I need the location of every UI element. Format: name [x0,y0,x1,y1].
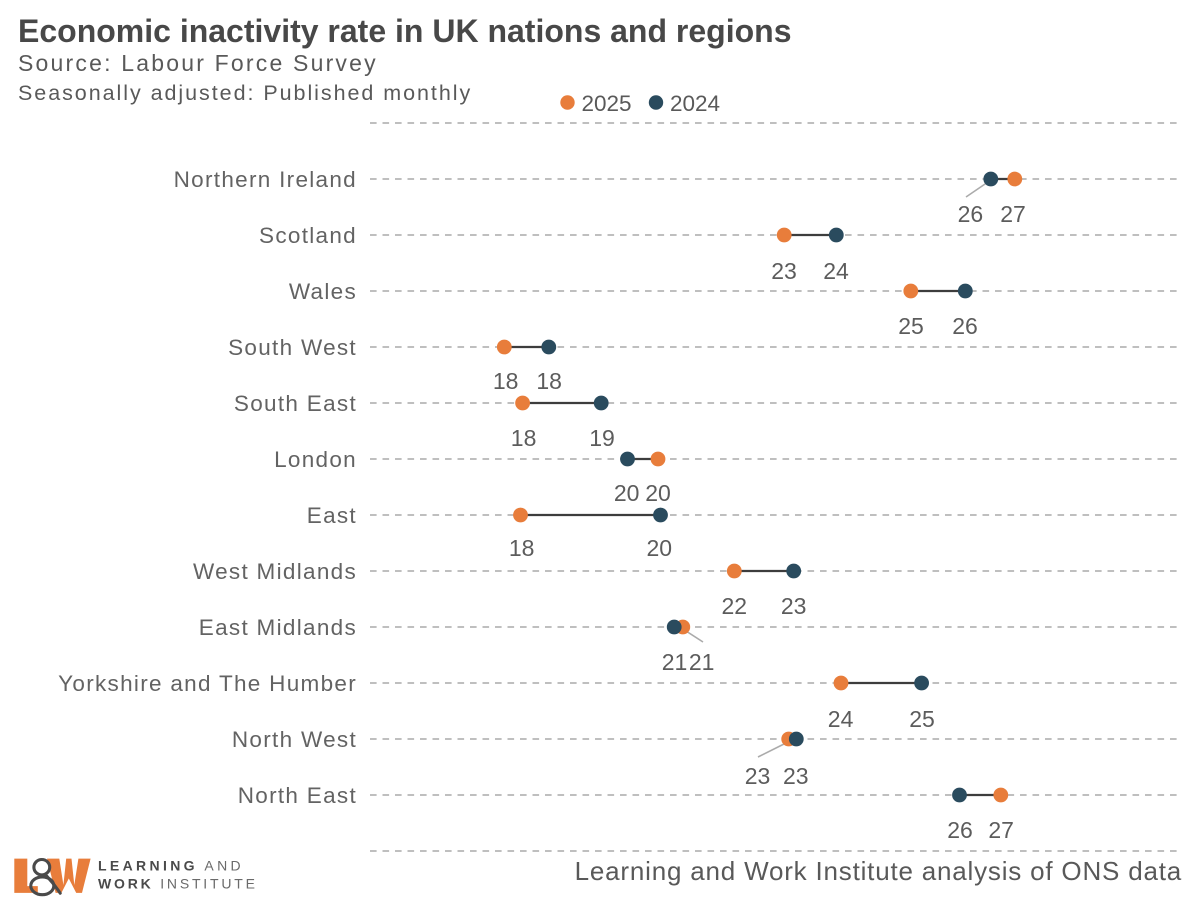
svg-text:23: 23 [781,593,807,619]
svg-text:18: 18 [493,368,519,394]
svg-text:20: 20 [645,480,671,506]
svg-text:26: 26 [958,201,984,227]
svg-text:19: 19 [589,425,615,451]
svg-text:20: 20 [647,535,673,561]
svg-text:Economic inactivity rate in UK: Economic inactivity rate in UK nations a… [18,13,791,49]
svg-text:Wales: Wales [289,279,357,304]
svg-text:20: 20 [614,480,640,506]
svg-text:LEARNING AND: LEARNING AND [98,858,244,874]
svg-text:22: 22 [722,593,748,619]
svg-text:24: 24 [828,706,854,732]
svg-text:26: 26 [947,817,973,843]
svg-text:21: 21 [662,649,688,675]
svg-text:2025: 2025 [582,91,632,116]
svg-text:Yorkshire and The Humber: Yorkshire and The Humber [58,671,357,696]
svg-text:23: 23 [771,258,797,284]
svg-text:South East: South East [234,391,357,416]
svg-text:Scotland: Scotland [259,223,357,248]
svg-text:Seasonally adjusted: Published: Seasonally adjusted: Published monthly [18,81,472,105]
svg-text:25: 25 [909,706,935,732]
svg-text:North West: North West [232,727,357,752]
svg-text:23: 23 [745,763,771,789]
svg-text:18: 18 [536,368,562,394]
svg-text:West Midlands: West Midlands [193,559,357,584]
svg-text:East Midlands: East Midlands [199,615,357,640]
svg-text:27: 27 [1000,201,1026,227]
svg-text:Source: Labour Force Survey: Source: Labour Force Survey [18,50,378,76]
svg-text:East: East [307,503,357,528]
svg-text:27: 27 [988,817,1014,843]
svg-text:26: 26 [952,313,978,339]
svg-text:Learning and Work Institute an: Learning and Work Institute analysis of … [575,856,1182,886]
svg-text:South West: South West [228,335,357,360]
svg-text:18: 18 [511,425,537,451]
svg-text:23: 23 [783,763,809,789]
svg-text:Northern Ireland: Northern Ireland [174,167,357,192]
svg-text:21: 21 [689,649,715,675]
svg-text:2024: 2024 [670,91,720,116]
svg-text:18: 18 [509,535,535,561]
svg-text:North East: North East [238,783,357,808]
svg-text:London: London [274,447,357,472]
svg-text:WORK INSTITUTE: WORK INSTITUTE [98,876,258,892]
svg-text:25: 25 [898,313,924,339]
svg-text:24: 24 [823,258,849,284]
